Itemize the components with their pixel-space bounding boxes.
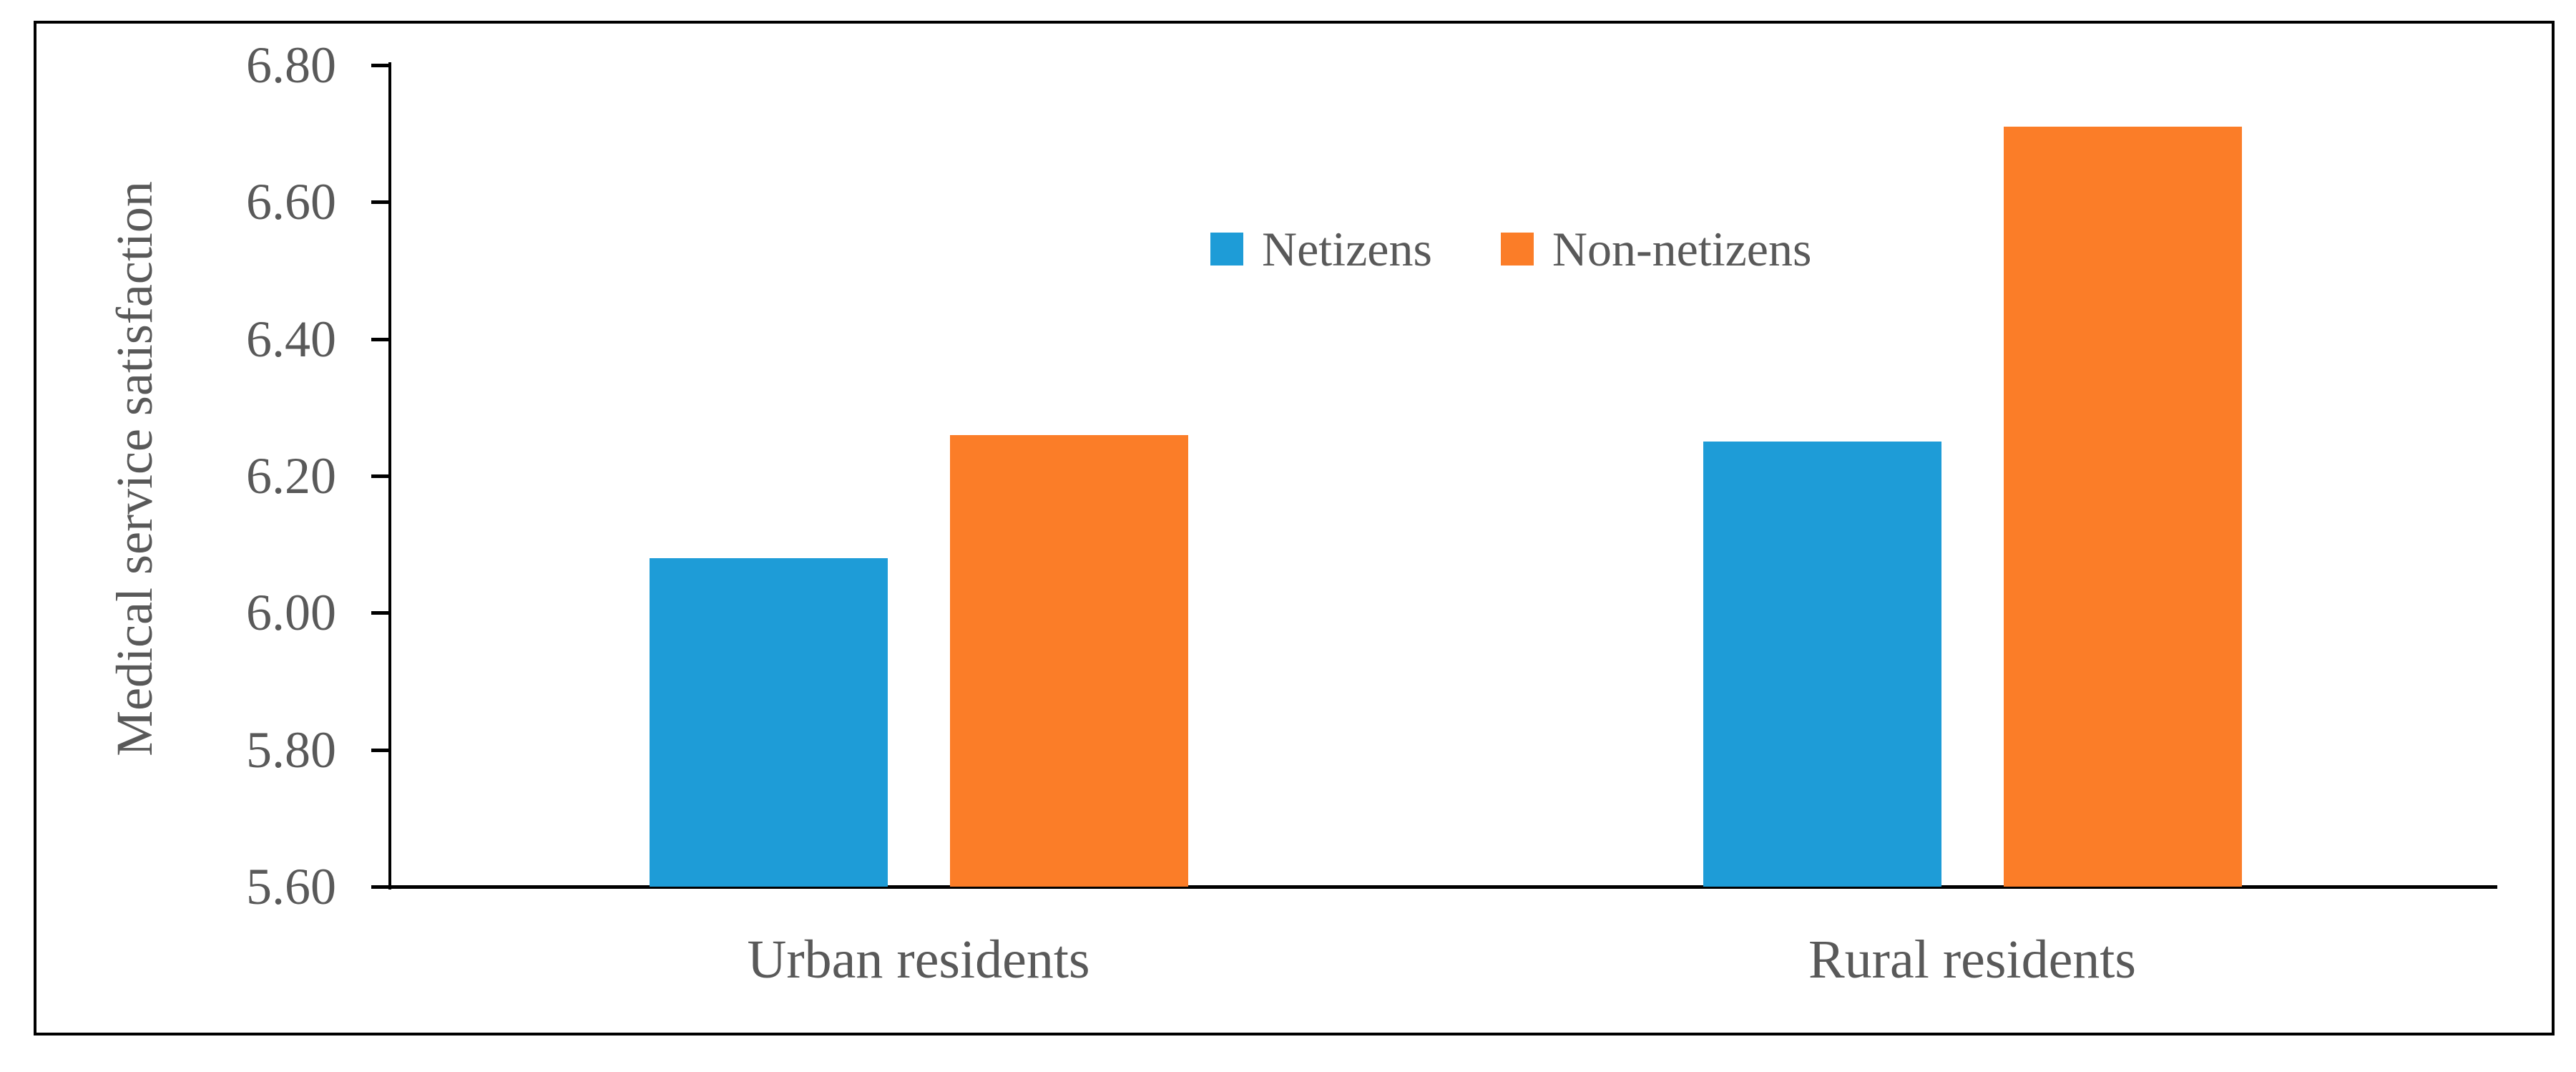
y-tick-label: 6.20 [246,447,336,505]
y-tick-label: 6.60 [246,173,336,231]
legend-swatch-icon [1210,233,1243,265]
y-tick-mark [371,748,390,752]
legend-label: Non-netizens [1552,222,1812,276]
legend-item-non-netizens: Non-netizens [1500,222,1812,276]
y-tick-mark [371,64,390,67]
legend-item-netizens: Netizens [1210,225,1432,273]
y-tick-label: 6.80 [246,36,336,94]
y-tick-label: 5.60 [246,858,336,915]
x-category-label: Rural residents [1808,930,2136,990]
y-tick-label: 6.00 [246,584,336,642]
y-tick-mark [371,337,390,341]
bar-non-netizens-urban [950,435,1188,887]
legend-swatch-icon [1500,233,1534,265]
x-axis-line [388,885,2497,889]
bar-netizens-urban [650,558,888,887]
y-tick-label: 5.80 [246,721,336,779]
legend: Netizens Non-netizens [1210,225,1811,273]
y-axis-line [388,62,391,890]
y-axis-title: Medical service satisfaction [106,181,163,756]
bar-non-netizens-rural [2004,127,2242,887]
x-category-label: Urban residents [747,930,1090,990]
y-tick-label: 6.40 [246,310,336,368]
y-tick-mark [371,885,390,889]
bar-netizens-rural [1703,442,1941,887]
y-tick-mark [371,611,390,615]
y-tick-mark [371,474,390,478]
legend-label: Netizens [1262,222,1432,276]
y-tick-mark [371,200,390,205]
